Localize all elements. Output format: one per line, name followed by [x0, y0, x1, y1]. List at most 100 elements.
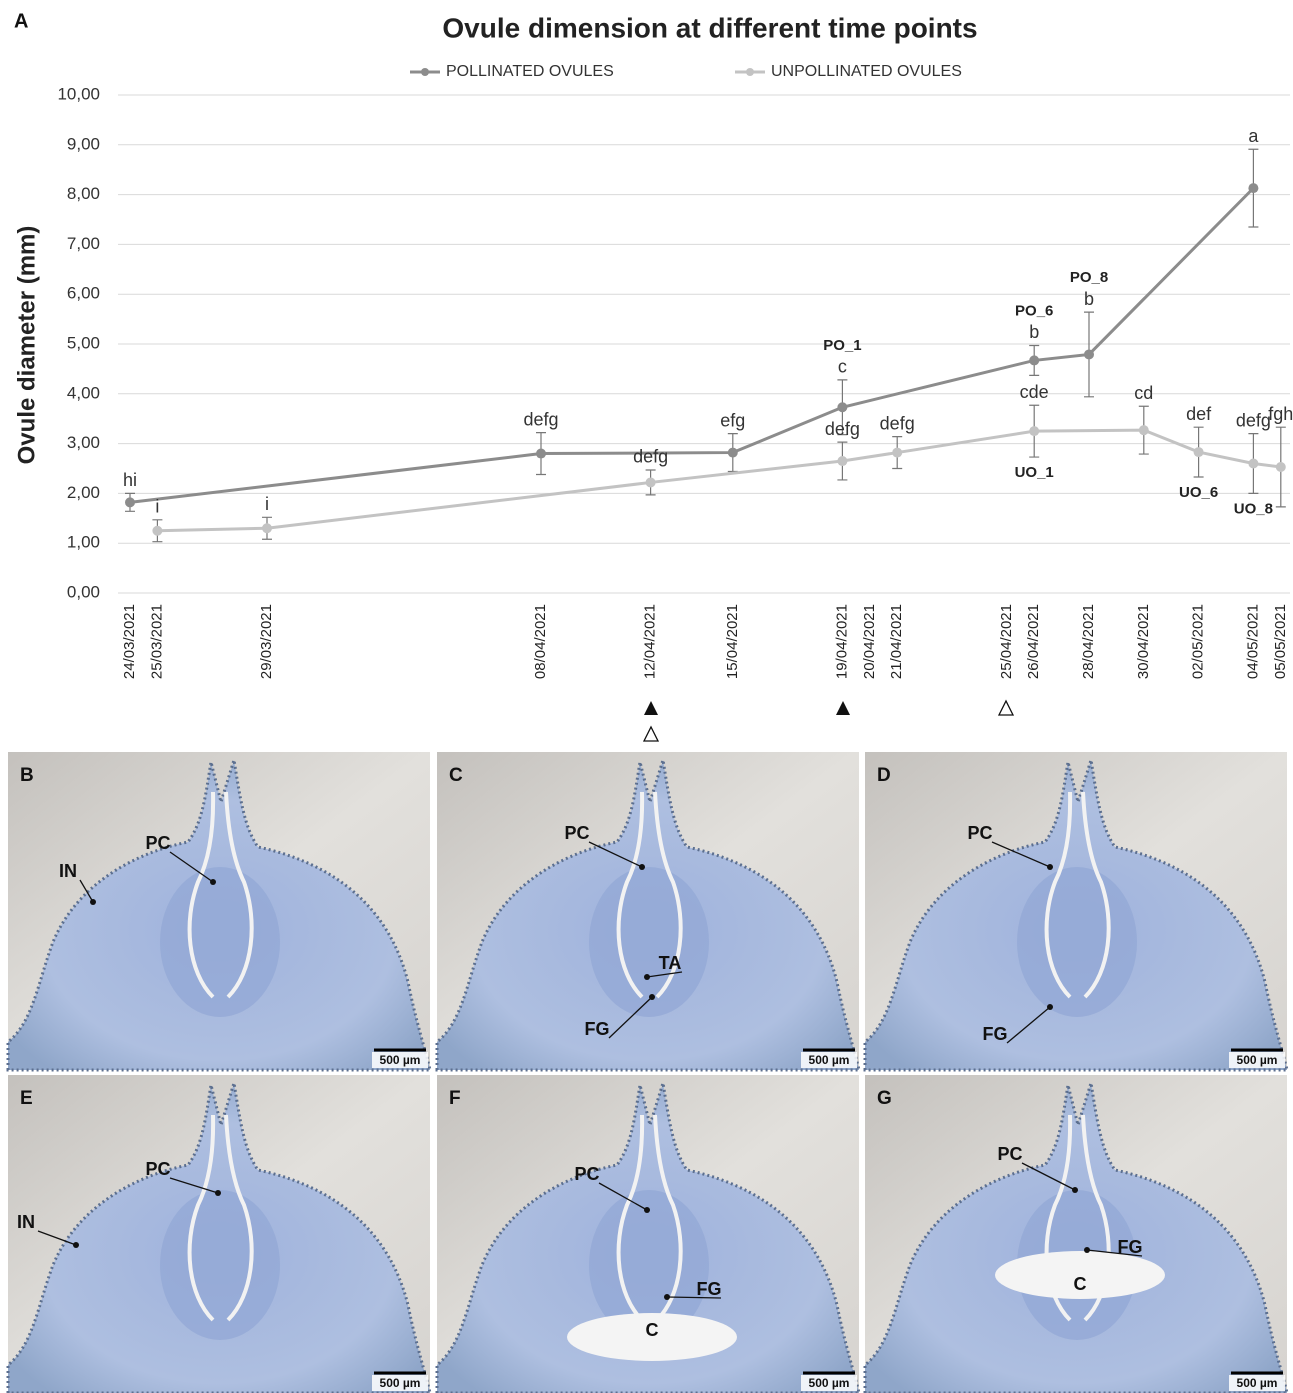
- y-tick-label: 4,00: [67, 383, 100, 402]
- significance-letter: efg: [720, 410, 745, 430]
- data-point: [837, 456, 847, 466]
- data-point: [1276, 462, 1286, 472]
- structure-label: PC: [564, 823, 589, 843]
- y-tick-label: 9,00: [67, 134, 100, 153]
- legend-marker: [746, 68, 754, 76]
- significance-letter: def: [1186, 404, 1212, 424]
- arrow-head: [1047, 1004, 1053, 1010]
- panel-letter: F: [449, 1088, 461, 1109]
- arrow-head: [1047, 864, 1053, 870]
- structure-label: IN: [59, 861, 77, 881]
- y-tick-label: 1,00: [67, 533, 100, 552]
- significance-letter: defg: [1236, 410, 1271, 430]
- significance-letter: fgh: [1268, 404, 1293, 424]
- marker-triangle-hollow: [644, 727, 658, 741]
- arrow-head: [644, 1207, 650, 1213]
- marker-triangle: [836, 701, 850, 715]
- significance-letter: defg: [523, 409, 558, 429]
- scale-bar-label: 500 µm: [380, 1376, 421, 1390]
- significance-letter: cde: [1020, 382, 1049, 402]
- y-tick-label: 7,00: [67, 234, 100, 253]
- panel-letter: A: [14, 10, 28, 32]
- x-tick-label: 08/04/2021: [532, 604, 549, 679]
- data-point: [1029, 426, 1039, 436]
- data-point: [262, 523, 272, 533]
- arrow-head: [664, 1294, 670, 1300]
- legend-label: POLLINATED OVULES: [446, 63, 614, 80]
- arrow-head: [210, 879, 216, 885]
- x-tick-label: 29/03/2021: [258, 604, 275, 679]
- series-line: [130, 188, 1253, 502]
- data-point: [1194, 447, 1204, 457]
- data-point: [536, 449, 546, 459]
- significance-letter: defg: [633, 447, 668, 467]
- structure-label: PC: [574, 1164, 599, 1184]
- x-tick-label: 20/04/2021: [861, 604, 878, 679]
- arrow-head: [644, 974, 650, 980]
- significance-letter: defg: [880, 413, 915, 433]
- structure-label: PC: [145, 1159, 170, 1179]
- x-tick-label: 02/05/2021: [1190, 604, 1207, 679]
- y-tick-label: 2,00: [67, 483, 100, 502]
- structure-label: PC: [997, 1144, 1022, 1164]
- marker-triangle-hollow: [999, 701, 1013, 715]
- nucellus: [160, 1190, 280, 1340]
- nucellus: [1017, 867, 1137, 1017]
- x-tick-label: 30/04/2021: [1135, 604, 1152, 679]
- x-tick-label: 26/04/2021: [1025, 604, 1042, 679]
- scale-bar-label: 500 µm: [1237, 1053, 1278, 1067]
- data-point: [1029, 355, 1039, 365]
- x-tick-label: 15/04/2021: [724, 604, 741, 679]
- sample-tag: UO_6: [1179, 484, 1218, 501]
- data-point: [1248, 183, 1258, 193]
- structure-label: FG: [585, 1019, 610, 1039]
- x-tick-label: 19/04/2021: [833, 604, 850, 679]
- y-axis-title: Ovule diameter (mm): [13, 226, 40, 465]
- significance-letter: a: [1248, 126, 1259, 146]
- marker-triangle: [644, 701, 658, 715]
- x-tick-label: 25/03/2021: [148, 604, 165, 679]
- structure-label: PC: [967, 823, 992, 843]
- scale-bar-label: 500 µm: [1237, 1376, 1278, 1390]
- micrograph: E PC IN 500 µm: [8, 1075, 430, 1393]
- panel-letter: G: [877, 1088, 892, 1109]
- significance-letter: defg: [825, 419, 860, 439]
- figure: A Ovule dimension at different time poin…: [0, 0, 1293, 1393]
- plot-area: 0,001,002,003,004,005,006,007,008,009,00…: [57, 63, 1293, 679]
- structure-label: IN: [17, 1212, 35, 1232]
- y-tick-label: 10,00: [57, 84, 100, 103]
- structure-label: PC: [145, 833, 170, 853]
- structure-label: C: [646, 1320, 659, 1340]
- nucellus: [160, 867, 280, 1017]
- sample-tag: PO_8: [1070, 269, 1108, 286]
- significance-letter: hi: [123, 470, 137, 490]
- y-tick-label: 8,00: [67, 184, 100, 203]
- legend-label: UNPOLLINATED OVULES: [771, 63, 962, 80]
- structure-label: C: [1074, 1274, 1087, 1294]
- significance-letter: i: [155, 497, 159, 517]
- data-point: [728, 448, 738, 458]
- data-point: [1248, 459, 1258, 469]
- data-point: [152, 526, 162, 536]
- arrow-head: [90, 899, 96, 905]
- panel-letter: E: [20, 1088, 33, 1109]
- significance-letter: c: [838, 357, 847, 377]
- significance-letter: i: [265, 494, 269, 514]
- x-tick-label: 24/03/2021: [121, 604, 138, 679]
- data-point: [837, 402, 847, 412]
- y-tick-label: 6,00: [67, 284, 100, 303]
- significance-letter: b: [1084, 289, 1094, 309]
- sample-tag: UO_8: [1234, 500, 1273, 517]
- arrow-head: [73, 1242, 79, 1248]
- scale-bar-label: 500 µm: [809, 1376, 850, 1390]
- y-tick-label: 0,00: [67, 582, 100, 601]
- y-tick-label: 3,00: [67, 433, 100, 452]
- sample-tag: UO_1: [1015, 464, 1054, 481]
- arrow-head: [1072, 1187, 1078, 1193]
- arrow-head: [639, 864, 645, 870]
